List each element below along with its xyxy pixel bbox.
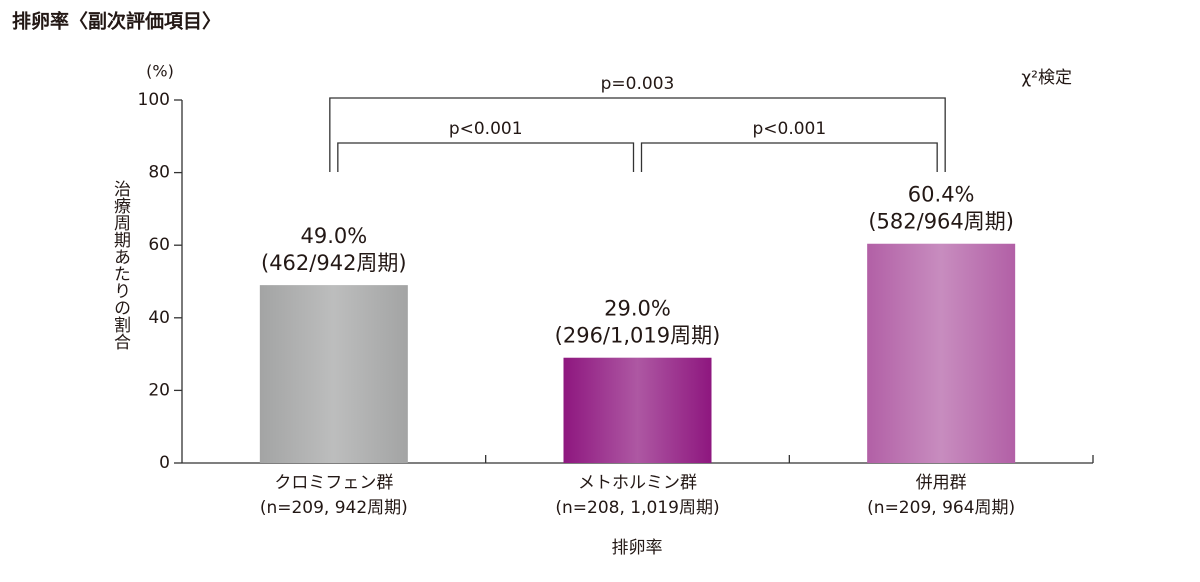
x-tick-label: クロミフェン群 xyxy=(274,473,393,493)
bar-shine xyxy=(867,243,1016,463)
p-value: p<0.001 xyxy=(449,119,523,139)
x-tick-note: (n=209, 942周期) xyxy=(260,498,408,518)
y-tick-label: 40 xyxy=(148,308,170,328)
significance-bracket xyxy=(329,97,946,172)
y-tick-label: 20 xyxy=(148,380,170,400)
significance-bracket xyxy=(640,142,938,172)
value-label: 49.0% xyxy=(300,224,367,248)
count-label: (462/942周期) xyxy=(261,251,407,275)
x-tick-label: 併用群 xyxy=(916,473,967,493)
x-tick-label: メトホルミン群 xyxy=(578,473,697,493)
x-axis-label: 排卵率 xyxy=(612,538,663,558)
value-label: 60.4% xyxy=(908,183,975,207)
value-label: 29.0% xyxy=(604,297,671,321)
y-unit: (%) xyxy=(146,62,174,81)
x-tick-note: (n=208, 1,019周期) xyxy=(555,498,719,518)
count-label: (582/964周期) xyxy=(868,210,1014,234)
y-tick-label: 0 xyxy=(159,453,170,473)
y-tick-label: 80 xyxy=(148,163,170,183)
y-tick-label: 60 xyxy=(148,235,170,255)
bar-shine xyxy=(259,285,408,463)
p-value: p<0.001 xyxy=(752,119,826,139)
significance-bracket xyxy=(337,142,635,172)
x-tick-note: (n=209, 964周期) xyxy=(867,498,1015,518)
bar-shine xyxy=(563,357,712,463)
y-tick-label: 100 xyxy=(138,90,170,110)
count-label: (296/1,019周期) xyxy=(555,324,721,348)
y-axis-label: 治療周期あたりの割合 xyxy=(110,180,131,350)
chart-title: 排卵率〈副次評価項目〉 xyxy=(12,10,221,33)
test-note: χ²検定 xyxy=(1021,68,1072,88)
p-value: p=0.003 xyxy=(601,74,675,94)
